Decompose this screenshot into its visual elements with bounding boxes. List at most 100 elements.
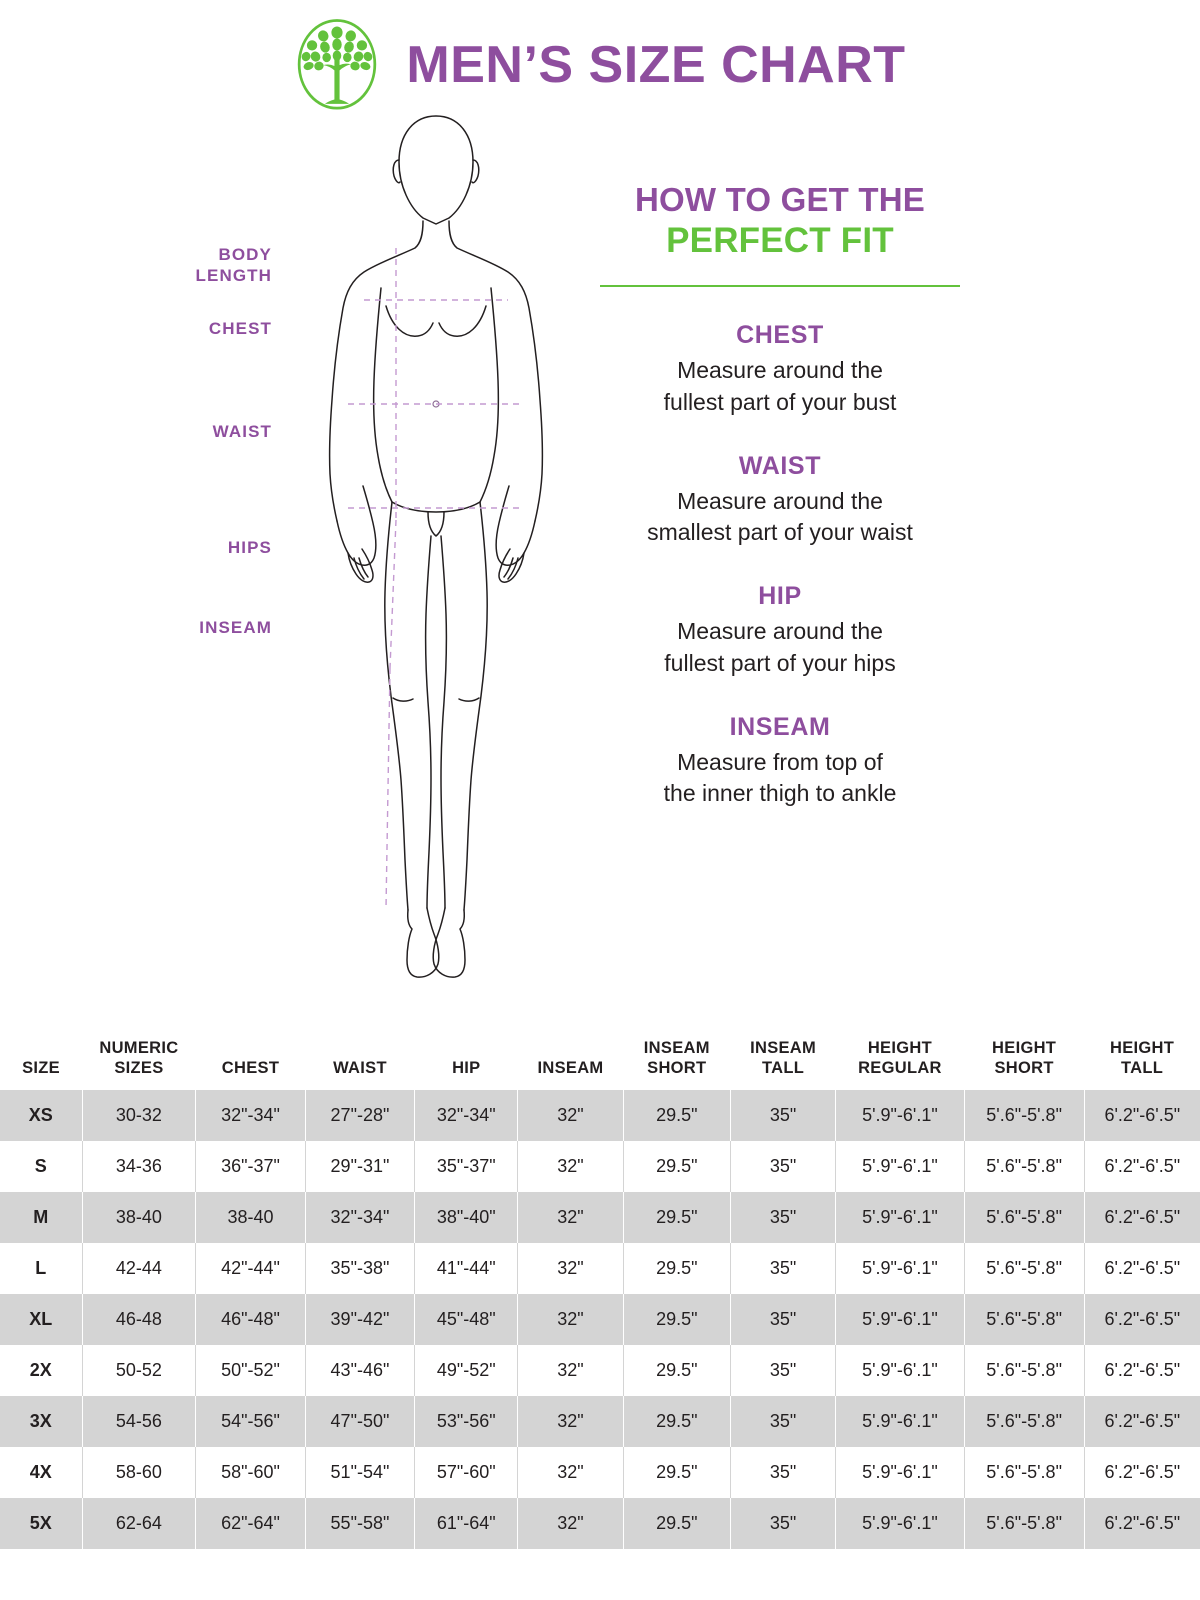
column-header-height-tall: HEIGHT TALL [1084,1030,1200,1091]
row-size-label: M [0,1192,83,1244]
table-row: XL 46-48 46"-48" 39"-42" 45"-48" 32" 29.5" 35" 5… [0,1294,1200,1346]
column-header-line1: HEIGHT [1109,1039,1175,1057]
page-header: MEN’S SIZE CHART [0,0,1200,110]
table-cell: 29"-31" [304,1141,416,1193]
table-cell: 35" [729,1396,837,1448]
table-cell: 54"-56" [195,1396,306,1448]
fit-desc-waist-line2: smallest part of your waist [647,519,913,546]
table-cell: 6'.2"-6'.5" [1083,1396,1200,1448]
column-header-line1: WAIST [333,1059,387,1078]
table-cell: 5'.6"-5'.8" [963,1294,1085,1346]
fit-block-waist: WAIST Measure around the smallest part o… [600,452,960,549]
fit-term-hip: HIP [758,582,802,611]
table-cell: 29.5" [622,1294,731,1346]
row-size-label: 5X [0,1498,83,1550]
table-row: 5X 62-64 62"-64" 55"-58" 61"-64" 32" 29.5" 35" 5… [0,1498,1200,1550]
tree-logo-icon [294,17,380,113]
row-size-label: XS [0,1090,83,1142]
table-cell: 6'.2"-6'.5" [1083,1243,1200,1295]
table-row: L 42-44 42"-44" 35"-38" 41"-44" 32" 29.5" 35" 5'… [0,1243,1200,1295]
table-cell: 51"-54" [304,1447,416,1499]
table-cell: 57"-60" [414,1447,519,1499]
row-size-label: S [0,1141,83,1193]
table-cell: 5'.9"-6'.1" [835,1345,965,1397]
table-cell: 35" [729,1090,837,1142]
table-cell: 6'.2"-6'.5" [1083,1294,1200,1346]
table-cell: 50-52 [81,1345,197,1397]
table-cell: 62"-64" [195,1498,306,1550]
table-cell: 5'.9"-6'.1" [835,1243,965,1295]
table-cell: 55"-58" [304,1498,416,1550]
table-cell: 35" [729,1192,837,1244]
table-cell: 32" [517,1345,624,1397]
column-header-line1: INSEAM [537,1059,604,1078]
table-cell: 32" [517,1243,624,1295]
table-cell: 35" [729,1345,837,1397]
table-cell: 58-60 [81,1447,197,1499]
fit-block-inseam: INSEAM Measure from top of the inner thi… [600,713,960,810]
column-header-line1: SIZE [22,1059,60,1078]
table-row: 2X 50-52 50"-52" 43"-46" 49"-52" 32" 29.5" 35" 5… [0,1345,1200,1397]
table-cell: 38-40 [81,1192,197,1244]
label-body-length: BODY LENGTH [196,244,272,287]
table-cell: 35" [729,1243,837,1295]
table-row: 4X 58-60 58"-60" 51"-54" 57"-60" 32" 29.5" 35" 5… [0,1447,1200,1499]
table-cell: 53"-56" [414,1396,519,1448]
table-cell: 41"-44" [414,1243,519,1295]
table-cell: 38-40 [195,1192,306,1244]
table-cell: 35" [729,1498,837,1550]
table-cell: 34-36 [81,1141,197,1193]
column-header-height-short: HEIGHT SHORT [964,1030,1085,1091]
column-header-line2: SHORT [647,1059,707,1078]
column-header-line1: INSEAM [750,1039,817,1057]
table-cell: 35"-38" [304,1243,416,1295]
table-cell: 35" [729,1447,837,1499]
table-row: XS 30-32 32"-34" 27"-28" 32"-34" 32" 29.5" 35" 5… [0,1090,1200,1142]
column-header-inseam-short: INSEAM SHORT [623,1030,731,1091]
table-cell: 29.5" [622,1396,731,1448]
fit-desc-inseam-line2: the inner thigh to ankle [663,780,897,807]
table-cell: 6'.2"-6'.5" [1083,1345,1200,1397]
table-cell: 32"-34" [414,1090,519,1142]
table-cell: 42-44 [81,1243,197,1295]
column-header-height-regular: HEIGHT REGULAR [835,1030,965,1091]
column-header-inseam: INSEAM [517,1030,624,1091]
fit-panel-divider [600,285,960,288]
table-cell: 5'.9"-6'.1" [835,1396,965,1448]
fit-desc-hip-line2: fullest part of your hips [664,649,896,676]
column-header-line2: SIZES [114,1059,164,1078]
table-cell: 6'.2"-6'.5" [1083,1192,1200,1244]
table-cell: 36"-37" [195,1141,306,1193]
table-cell: 38"-40" [414,1192,519,1244]
table-cell: 47"-50" [304,1396,416,1448]
table-cell: 5'.9"-6'.1" [835,1192,965,1244]
table-cell: 62-64 [81,1498,197,1550]
table-row: M 38-40 38-40 32"-34" 38"-40" 32" 29.5" 35" 5'.9… [0,1192,1200,1244]
fit-heading-line2: PERFECT FIT [666,220,894,260]
table-cell: 46"-48" [195,1294,306,1346]
table-cell: 29.5" [622,1192,731,1244]
table-cell: 45"-48" [414,1294,519,1346]
table-cell: 35" [729,1141,837,1193]
table-cell: 5'.9"-6'.1" [835,1090,965,1142]
row-size-label: XL [0,1294,83,1346]
fit-desc-waist-line1: Measure around the [677,487,883,514]
label-waist: WAIST [212,422,272,441]
table-cell: 32"-34" [304,1192,416,1244]
table-row: S 34-36 36"-37" 29"-31" 35"-37" 32" 29.5" 35" 5'… [0,1141,1200,1193]
figure-measurement-labels: BODY LENGTH CHEST WAIST HIPS INSEAM [0,96,290,1026]
table-cell: 27"-28" [304,1090,416,1142]
table-cell: 43"-46" [304,1345,416,1397]
table-cell: 5'.6"-5'.8" [963,1090,1085,1142]
table-cell: 5'.6"-5'.8" [963,1141,1085,1193]
column-header-line2: REGULAR [858,1059,942,1078]
table-cell: 32" [517,1447,624,1499]
fit-term-chest: CHEST [736,321,824,350]
table-cell: 6'.2"-6'.5" [1083,1141,1200,1193]
table-cell: 61"-64" [414,1498,519,1550]
label-hips: HIPS [227,538,272,557]
table-cell: 49"-52" [414,1345,519,1397]
table-cell: 35" [729,1294,837,1346]
table-cell: 29.5" [622,1447,731,1499]
column-header-line2: TALL [762,1059,805,1078]
